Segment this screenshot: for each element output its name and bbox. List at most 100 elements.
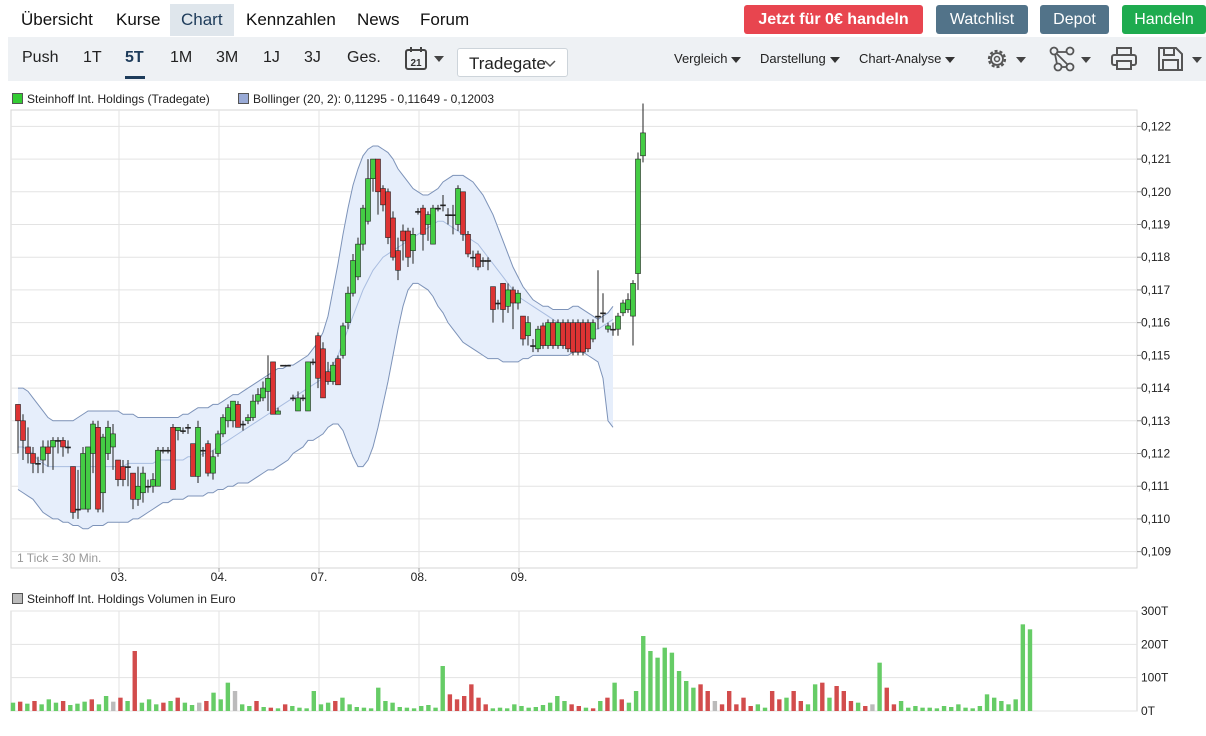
timeframe-push[interactable]: Push (22, 49, 59, 66)
watchlist-button[interactable]: Watchlist (936, 5, 1028, 34)
timeframe-5t[interactable]: 5T (125, 49, 144, 66)
volume-bar (991, 697, 997, 711)
candle-body (50, 440, 56, 448)
volume-bar (934, 708, 940, 711)
volume-bar (612, 682, 617, 711)
candle-body (355, 243, 361, 278)
settings-menu[interactable] (984, 45, 1030, 78)
bollinger-lower-line (17, 282, 614, 530)
tab-chart[interactable]: Chart (170, 4, 234, 36)
volume-bar (10, 702, 16, 711)
candle-body (370, 158, 376, 179)
timeframe-1t[interactable]: 1T (83, 49, 102, 66)
volume-bar (698, 684, 703, 711)
volume-frame (10, 610, 1138, 712)
volume-bar (949, 707, 954, 711)
candle-body (100, 436, 106, 494)
caret-down-icon (829, 56, 840, 63)
volume-grid (10, 610, 1138, 712)
volume-bar (941, 706, 947, 711)
timeframe-1m[interactable]: 1M (170, 49, 193, 66)
volume-bar (182, 702, 188, 711)
volume-bar (920, 707, 925, 711)
volume-bar (39, 704, 44, 711)
candle-body (160, 449, 166, 452)
candle-body (265, 377, 271, 392)
volume-bar (641, 636, 646, 711)
volume-bar (218, 699, 223, 711)
volume-series (10, 624, 1033, 711)
candle-body (305, 361, 311, 412)
tab-forum[interactable]: Forum (420, 10, 470, 29)
candle-body (30, 453, 36, 464)
volume-bar (1020, 624, 1026, 711)
volume-bar (361, 707, 367, 711)
volume-bar (590, 708, 596, 711)
candle-body (170, 427, 176, 490)
timeframe-ges[interactable]: Ges. (347, 49, 381, 66)
candle-body (230, 400, 236, 422)
volume-bar (655, 657, 660, 711)
volume-bar (906, 707, 911, 711)
volume-bar (440, 666, 445, 711)
price-tick-label: 0,110 (1141, 512, 1170, 526)
timeframe-1j[interactable]: 1J (263, 49, 280, 66)
volume-bar (82, 701, 87, 711)
candle-body (585, 322, 591, 350)
exchange-select-value: Tradegate (469, 54, 546, 73)
candle-body (235, 404, 241, 428)
volume-bar (805, 704, 811, 711)
trade-button[interactable]: Jetzt für 0€ handeln (744, 5, 923, 34)
candle-body (610, 328, 616, 331)
price-tick-label: 0,121 (1141, 152, 1171, 166)
save-menu[interactable] (1156, 45, 1206, 78)
volume-bar (454, 699, 460, 711)
handeln-button[interactable]: Handeln (1122, 5, 1206, 34)
candle-body (535, 328, 541, 350)
legend-bollinger-swatch (238, 93, 249, 104)
candle-body (545, 322, 551, 346)
volume-bar (75, 703, 80, 711)
timeframe-3j[interactable]: 3J (304, 49, 321, 66)
volume-bar (898, 701, 904, 711)
volume-bar (268, 707, 274, 711)
candle-body (335, 358, 341, 386)
chart-toolbar: Push 1T 5T 1M 3M 1J 3J Ges. 21 Tradegate… (8, 37, 1206, 81)
volume-bar (368, 708, 374, 711)
volume-bar (984, 694, 990, 711)
tab-news[interactable]: News (357, 10, 400, 29)
candle-body (40, 446, 46, 461)
darstellung-label: Darstellung (760, 51, 826, 66)
candle-body (520, 315, 526, 340)
volume-bar (820, 682, 825, 711)
volume-bar (447, 694, 453, 711)
price-tick-label: 0,115 (1141, 348, 1170, 362)
indicators-menu[interactable] (1048, 45, 1094, 78)
chart-analyse-menu[interactable]: Chart-Analyse (859, 51, 956, 66)
vergleich-menu[interactable]: Vergleich (674, 51, 742, 66)
volume-bar (827, 697, 832, 711)
calendar-day: 21 (410, 58, 422, 69)
tab-kennzahlen[interactable]: Kennzahlen (246, 10, 336, 29)
print-button[interactable] (1110, 45, 1140, 78)
price-y-axis: 0,122 0,121 0,120 0,119 0,118 0,117 0,116 0,115… (1137, 119, 1171, 559)
candle-body (75, 508, 81, 511)
price-tick-label: 0,113 (1141, 414, 1170, 428)
candle-body (415, 211, 421, 213)
candle-body (440, 204, 446, 207)
timeframe-3m[interactable]: 3M (216, 49, 239, 66)
candle-body (20, 420, 26, 441)
volume-bar (762, 707, 768, 711)
legend-bollinger: Bollinger (20, 2): 0,11295 - 0,11649 - 0… (238, 92, 494, 106)
darstellung-menu[interactable]: Darstellung (760, 51, 840, 66)
tab-uebersicht[interactable]: Übersicht (21, 10, 93, 29)
calendar-picker[interactable]: 21 (404, 46, 450, 77)
depot-button[interactable]: Depot (1040, 5, 1109, 34)
candle-body (375, 158, 381, 193)
exchange-select[interactable]: Tradegate (457, 48, 568, 77)
vergleich-label: Vergleich (674, 51, 728, 66)
volume-bar (146, 699, 152, 711)
volume-bar (784, 697, 789, 711)
network-icon (1049, 46, 1075, 72)
tab-kurse[interactable]: Kurse (116, 10, 161, 29)
